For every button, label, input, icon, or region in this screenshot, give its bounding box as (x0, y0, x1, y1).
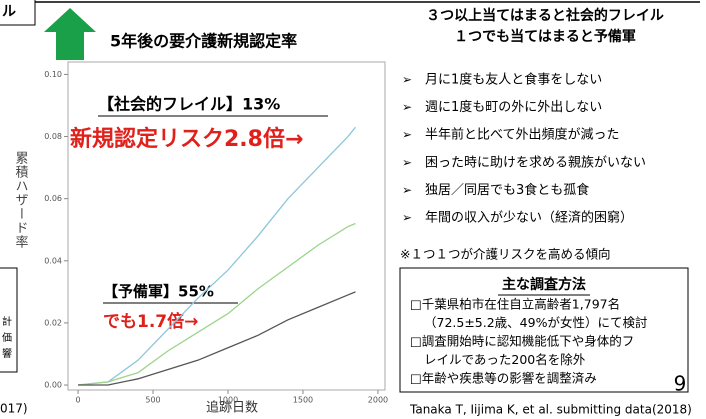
bullet: ➢ (402, 100, 412, 114)
chart-title: 5年後の要介護新規認定率 (110, 32, 297, 51)
fragment-box (0, 0, 36, 26)
series-line (78, 291, 356, 386)
methods-line: （72.5±5.2歳、49%が女性）にて検討 (424, 315, 647, 330)
plot-frame (67, 61, 386, 391)
series-line (77, 126, 356, 386)
criteria-item: 月に1度も友人と食事をしない (425, 72, 602, 88)
citation: Tanaka T, Iijima K, et al. submitting da… (409, 403, 692, 417)
fragment: 価 (2, 331, 12, 344)
y-tick-label: 0.10 (44, 70, 62, 79)
x-axis-label: 追跡日数 (206, 400, 258, 416)
x-tick-label: 2000 (368, 396, 388, 405)
fragment: ル (2, 4, 16, 20)
criteria-heading: ３つ以上当てはまると社会的フレイル (426, 7, 664, 24)
y-tick-label: 0.02 (44, 318, 62, 327)
bullet: ➢ (402, 155, 412, 169)
up-arrow (44, 8, 96, 60)
methods-line: □調査開始時に認知機能低下や身体的フ (410, 334, 634, 349)
criteria-item: 独居／同居でも3食とも孤食 (425, 182, 589, 198)
x-tick-label: 500 (145, 396, 160, 405)
x-tick-label: 1000 (218, 396, 238, 405)
methods-box (399, 267, 689, 393)
methods-line: レイルであった200名を除外 (424, 352, 586, 367)
bullet: ➢ (402, 73, 412, 87)
y-tick-label: 0.04 (44, 256, 62, 265)
y-tick-label: 0.00 (44, 381, 62, 390)
fragment: 響 (2, 347, 12, 360)
methods-line: □年齢や疾患等の影響を調整済み (410, 371, 597, 386)
methods-title: 主な調査方法 (502, 276, 586, 293)
y-tick-label: 0.06 (44, 194, 62, 203)
criteria-heading: １つでも当てはまると予備軍 (454, 28, 636, 45)
criteria-item: 半年前と比べて外出頻度が減った (425, 127, 619, 143)
criteria-item: 週に1度も町の外に外出しない (425, 99, 602, 115)
criteria-note: ※１つ１つが介護リスクを高める傾向 (400, 247, 610, 262)
y-tick-label: 0.08 (44, 132, 62, 141)
page-number: 9 (674, 372, 687, 396)
bullet: ➢ (402, 211, 412, 225)
methods-line: □千葉県柏市在住自立高齢者1,797名 (410, 297, 620, 312)
bullet: ➢ (402, 183, 412, 197)
fragment: 計 (2, 315, 12, 328)
annotation: 【社会的フレイル】13% (98, 95, 280, 114)
criteria-item: 年間の収入が少ない（経済的困窮） (425, 210, 633, 226)
fragment-box (0, 267, 18, 373)
annotation: でも1.7倍→ (103, 311, 198, 332)
bullet: ➢ (402, 128, 412, 142)
y-axis-label: 累積ハザード率 (13, 151, 29, 249)
x-tick-label: 0 (75, 396, 80, 405)
annotation: 新規認定リスク2.8倍→ (70, 126, 303, 152)
criteria-item: 困った時に助けを求める親族がいない (425, 154, 646, 170)
annotation: 【予備軍】55% (103, 283, 214, 301)
fragment: 017) (0, 402, 28, 416)
x-tick-label: 1500 (293, 396, 313, 405)
series-line (77, 222, 356, 386)
